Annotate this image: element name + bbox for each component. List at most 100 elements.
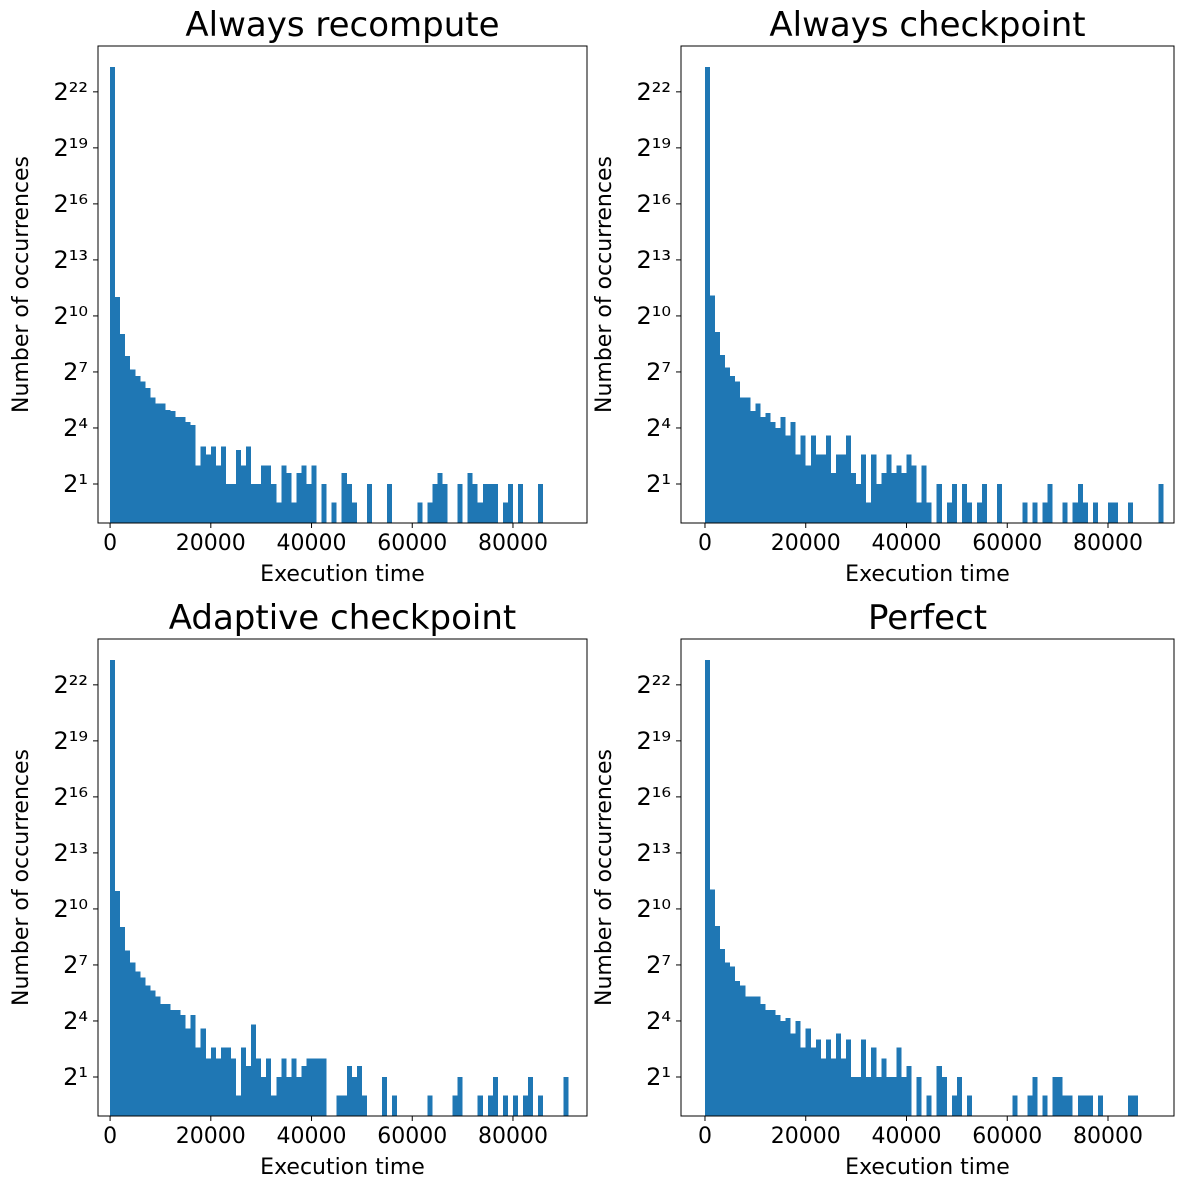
bar	[871, 454, 877, 523]
bar	[901, 473, 907, 523]
bar	[830, 1058, 836, 1116]
bar	[1027, 1095, 1033, 1116]
y-tick-label: 2¹³	[53, 246, 88, 274]
bar	[1158, 483, 1164, 523]
bar	[155, 403, 161, 523]
bar	[896, 465, 902, 523]
bar	[155, 996, 161, 1116]
bar	[251, 1024, 257, 1116]
bar	[790, 1033, 796, 1116]
y-tick-label: 2⁷	[63, 358, 88, 386]
bar	[846, 1039, 852, 1116]
bar	[1092, 502, 1098, 523]
y-tick-label: 2¹	[63, 1063, 88, 1091]
bar	[896, 1047, 902, 1116]
bar	[135, 971, 141, 1116]
bar	[921, 465, 927, 523]
bar	[1082, 502, 1088, 523]
bar	[750, 411, 756, 523]
bar	[296, 1076, 302, 1116]
bar	[820, 1058, 826, 1116]
bar	[795, 454, 801, 523]
bar	[800, 1047, 806, 1116]
bar	[346, 1066, 352, 1116]
bar	[175, 1010, 181, 1116]
bar	[755, 996, 761, 1116]
bar	[825, 1039, 831, 1116]
bar	[735, 381, 741, 523]
bar	[225, 483, 231, 523]
x-tick-label: 60000	[972, 531, 1042, 556]
axes-frame	[680, 45, 1175, 524]
bar	[1113, 502, 1119, 523]
bar	[140, 381, 146, 523]
y-tick-label: 2²²	[636, 671, 671, 699]
bar	[1062, 502, 1068, 523]
bar	[190, 424, 196, 523]
bar	[135, 376, 141, 523]
x-tick-label: 80000	[1073, 531, 1143, 556]
bar	[321, 483, 327, 523]
bar	[906, 454, 912, 523]
bar	[951, 1095, 957, 1116]
x-tick-label: 40000	[277, 1124, 347, 1149]
bar	[780, 417, 786, 523]
y-tick-label: 2¹⁹	[53, 134, 88, 162]
bar	[871, 1047, 877, 1116]
bar	[881, 1058, 887, 1116]
bar	[316, 1058, 322, 1116]
bar	[291, 1058, 297, 1116]
bar	[735, 981, 741, 1116]
bar	[1077, 483, 1083, 523]
bar	[502, 1095, 508, 1116]
subplot-title: Perfect	[868, 598, 987, 638]
bar	[241, 465, 247, 523]
bar	[856, 483, 862, 523]
bar	[477, 1095, 483, 1116]
bar	[528, 1076, 534, 1116]
bar	[830, 473, 836, 523]
bar	[130, 369, 136, 523]
bar	[477, 502, 483, 523]
bar	[1032, 1076, 1038, 1116]
bar	[487, 483, 493, 523]
bar	[966, 1095, 972, 1116]
bar	[916, 1076, 922, 1116]
bar	[246, 1066, 252, 1116]
x-tick-label: 40000	[871, 1124, 941, 1149]
bar	[125, 950, 131, 1116]
bar	[452, 1095, 458, 1116]
bar	[256, 483, 262, 523]
y-tick-label: 2⁴	[63, 414, 88, 442]
y-axis-label: Number of occurrences	[592, 749, 617, 1006]
bar	[891, 1076, 897, 1116]
x-tick-label: 0	[698, 531, 712, 556]
bar	[755, 403, 761, 523]
x-axis-label: Execution time	[260, 562, 425, 587]
subplot: 0 20000 40000 60000 80000 2¹ 2⁴ 2⁷ 2¹⁰ 2¹³ 2¹⁶ 2¹⁹ 2…	[592, 5, 1175, 587]
y-tick-label: 2¹⁶	[636, 190, 671, 218]
bar	[311, 1058, 317, 1116]
bar	[492, 1076, 498, 1116]
bar	[291, 502, 297, 523]
bar	[366, 483, 372, 523]
bar	[710, 889, 716, 1116]
y-axis-label: Number of occurrences	[9, 749, 34, 1006]
x-tick-label: 60000	[377, 1124, 447, 1149]
bar	[815, 1039, 821, 1116]
bar	[160, 1004, 166, 1116]
bar	[805, 465, 811, 523]
bar	[704, 66, 711, 524]
bar	[936, 1066, 942, 1116]
y-axis-label: Number of occurrences	[9, 156, 34, 413]
x-tick-label: 60000	[377, 531, 447, 556]
bar	[185, 1028, 191, 1116]
bar	[851, 473, 857, 523]
bar	[1128, 502, 1134, 523]
bar	[1047, 483, 1053, 523]
bar	[110, 66, 116, 524]
bar	[760, 417, 766, 523]
bar	[241, 1047, 247, 1116]
x-tick-label: 0	[698, 1124, 712, 1149]
bar	[1128, 1095, 1134, 1116]
